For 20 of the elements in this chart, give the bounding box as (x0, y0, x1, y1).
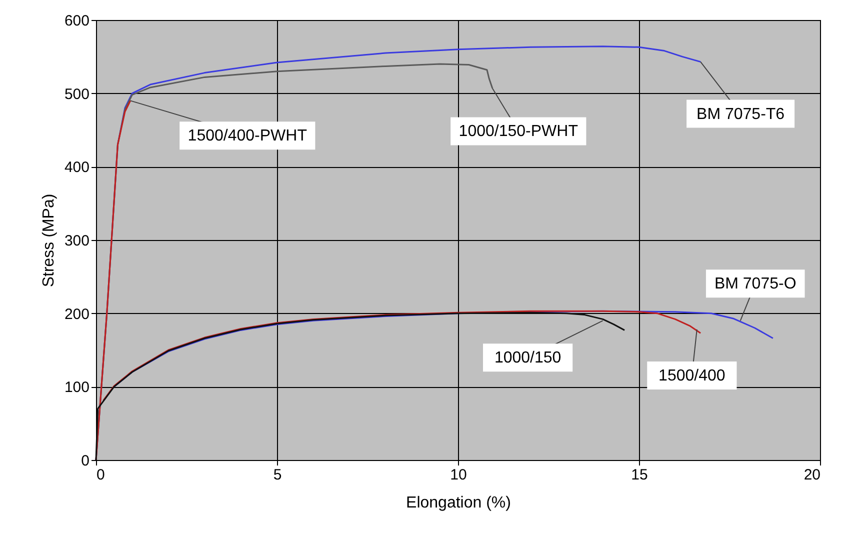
y-tick-label: 500 (64, 86, 90, 103)
x-tick-label: 5 (273, 466, 282, 484)
x-axis-title: Elongation (%) (406, 494, 511, 512)
y-axis-title: Stress (MPa) (40, 194, 58, 288)
x-tick-label: 0 (96, 466, 105, 484)
y-tick-label: 0 (81, 452, 90, 470)
annotation: 1500/400-PWHT (188, 128, 308, 145)
x-tick-label: 15 (631, 466, 648, 484)
annotation: 1500/400 (658, 367, 726, 384)
x-tick-label: 10 (450, 466, 467, 484)
annotation: BM 7075-T6 (696, 106, 785, 123)
y-tick-label: 400 (64, 159, 90, 176)
x-tick-label: 20 (804, 466, 820, 484)
y-tick-label: 200 (64, 306, 90, 323)
y-tick-label: 300 (64, 232, 90, 250)
annotation: 1000/150 (494, 350, 562, 367)
y-tick-label: 600 (64, 12, 90, 30)
y-tick-label: 100 (64, 379, 90, 396)
annotation: BM 7075-O (714, 276, 796, 293)
annotation: 1000/150-PWHT (458, 123, 578, 140)
